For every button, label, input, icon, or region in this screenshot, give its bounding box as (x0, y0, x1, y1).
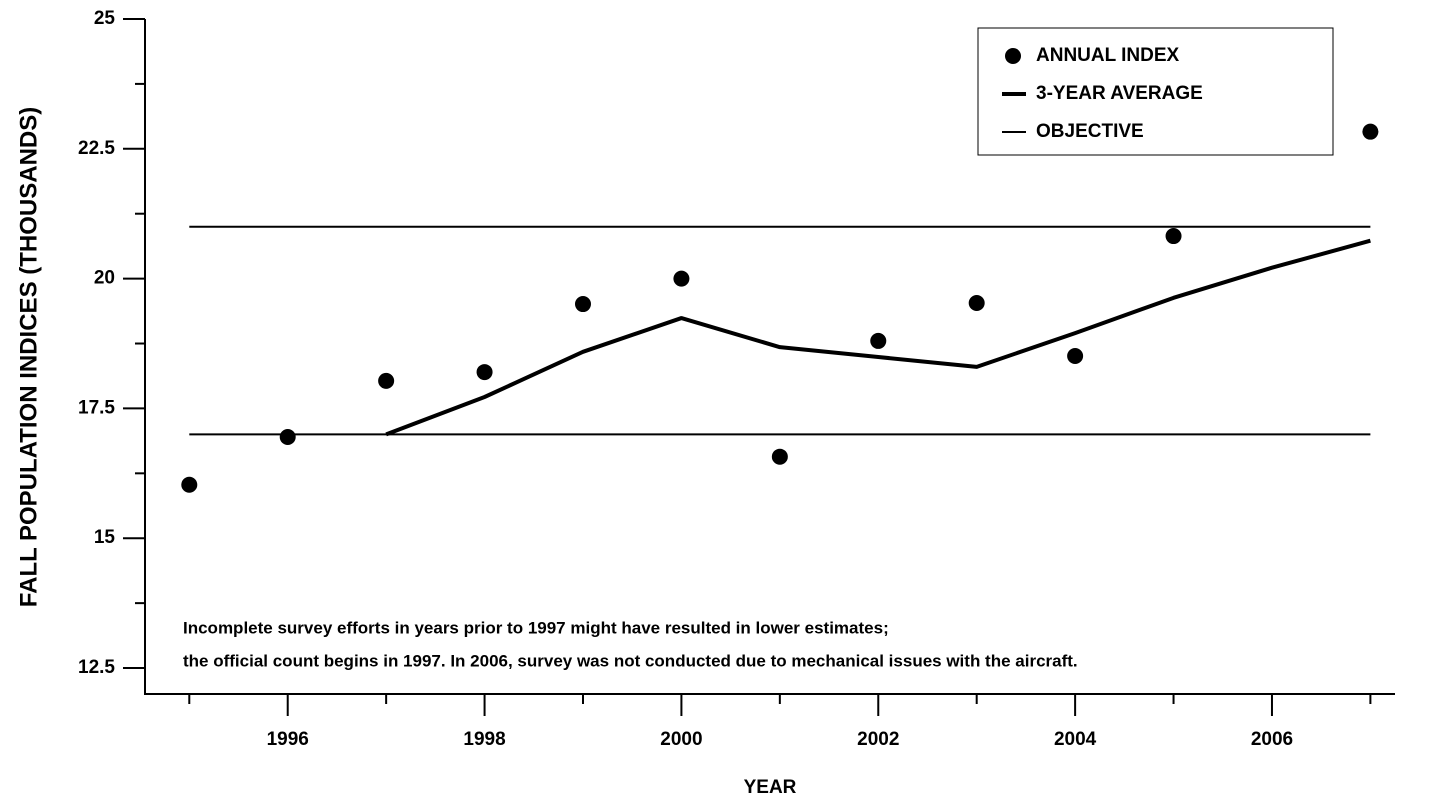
legend-label: 3-YEAR AVERAGE (1036, 83, 1203, 104)
y-tick-label: 12.5 (78, 657, 115, 678)
y-axis-label: FALL POPULATION INDICES (THOUSANDS) (15, 107, 42, 607)
x-tick-label: 2000 (660, 729, 702, 750)
y-tick-label: 20 (94, 268, 115, 289)
legend-label: ANNUAL INDEX (1036, 45, 1180, 66)
data-point (1067, 347, 1084, 364)
x-tick-label: 2004 (1054, 729, 1097, 750)
x-tick-label: 2002 (857, 729, 899, 750)
legend-box (977, 27, 1334, 156)
legend-label: OBJECTIVE (1036, 121, 1144, 142)
x-tick-label: 2006 (1251, 729, 1293, 750)
data-point (1165, 228, 1182, 245)
legend-marker (1005, 48, 1021, 64)
y-tick-label: 15 (94, 527, 116, 548)
y-tick-label: 17.5 (78, 397, 115, 418)
data-point (673, 270, 690, 287)
y-tick-label: 22.5 (78, 138, 115, 159)
data-point (574, 296, 591, 313)
data-point (279, 428, 296, 445)
series-line (385, 238, 1371, 437)
data-point (968, 295, 985, 312)
annotation: Incomplete survey efforts in years prior… (183, 618, 889, 637)
x-tick-label: 1998 (463, 729, 505, 750)
data-point (870, 332, 887, 349)
x-tick-label: 1996 (267, 729, 309, 750)
annotation: the official count begins in 1997. In 20… (183, 651, 1078, 670)
data-point (1362, 123, 1379, 140)
x-axis-label: YEAR (744, 777, 797, 798)
data-point (378, 372, 395, 389)
y-tick-label: 25 (94, 8, 116, 29)
data-point (771, 448, 788, 465)
data-point (181, 476, 198, 493)
data-point (476, 364, 493, 381)
